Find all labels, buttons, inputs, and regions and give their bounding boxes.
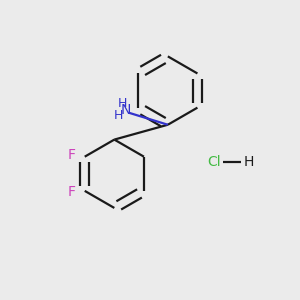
Text: H: H bbox=[244, 155, 254, 169]
Text: Cl: Cl bbox=[208, 155, 221, 169]
Text: F: F bbox=[68, 148, 75, 162]
Text: F: F bbox=[68, 185, 75, 200]
Text: N: N bbox=[121, 103, 131, 118]
Text: H: H bbox=[114, 109, 124, 122]
Text: H: H bbox=[118, 97, 127, 110]
